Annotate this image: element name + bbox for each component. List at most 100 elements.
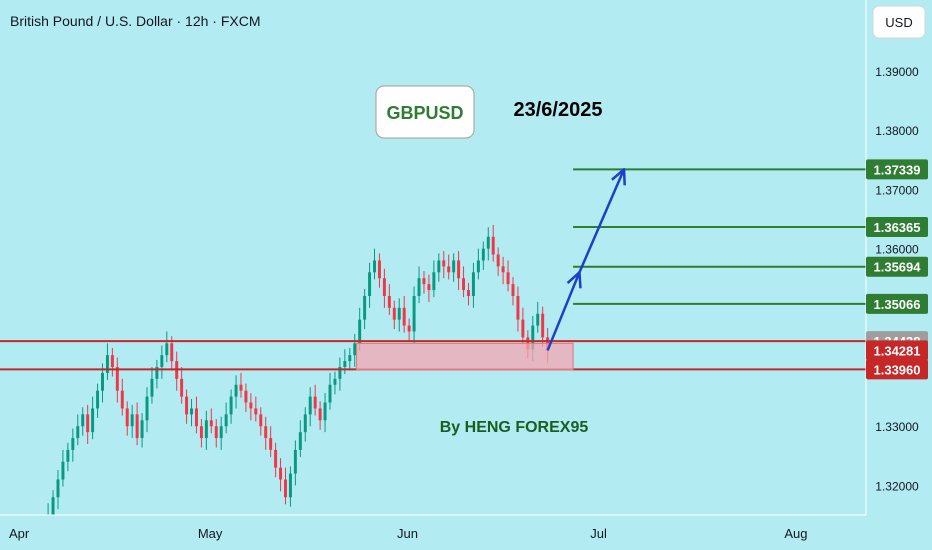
candle: [145, 387, 149, 433]
candle: [462, 266, 466, 298]
candle: [412, 286, 416, 344]
price-badge-box: [866, 340, 928, 361]
candle-body: [71, 438, 75, 450]
candle: [234, 375, 238, 409]
candle: [110, 348, 114, 377]
candle-body: [91, 408, 95, 433]
candle: [293, 440, 297, 486]
price-badge: 1.37339: [866, 159, 928, 180]
candle-body: [155, 367, 159, 379]
candle: [155, 359, 159, 389]
candle-body: [264, 426, 268, 439]
candle-body: [427, 284, 431, 291]
candle-body: [120, 390, 124, 409]
candlestick-series: [36, 224, 550, 550]
price-tick-label: 1.38000: [875, 124, 919, 138]
candle-body: [531, 325, 535, 350]
candle: [204, 410, 208, 450]
candle-body: [115, 367, 119, 391]
candle: [536, 301, 540, 333]
candle-body: [516, 295, 520, 320]
candle-body: [96, 390, 100, 409]
candle-body: [501, 266, 505, 273]
candle-body: [373, 260, 377, 273]
candle-body: [308, 396, 312, 415]
price-badge-box: [866, 217, 928, 238]
symbol-label: GBPUSD: [386, 103, 463, 123]
candle-body: [259, 414, 263, 427]
price-badge-box: [866, 159, 928, 180]
time-tick-label: Aug: [784, 526, 807, 541]
candle: [61, 449, 65, 487]
candle-body: [185, 396, 189, 415]
candle: [467, 282, 470, 306]
time-tick-label: Jul: [590, 526, 607, 541]
candle: [279, 458, 283, 492]
candle: [86, 404, 90, 444]
candle: [160, 345, 164, 379]
candle: [353, 333, 357, 368]
candle: [284, 467, 287, 505]
candle: [269, 426, 273, 457]
candle: [313, 384, 317, 416]
date-label: 23/6/2025: [514, 99, 603, 121]
candle-body: [135, 414, 139, 439]
price-badge-label: 1.37339: [874, 162, 921, 177]
currency-button[interactable]: USD: [885, 15, 912, 30]
candle-body: [229, 396, 233, 415]
chart-title: British Pound / U.S. Dollar · 12h · FXCM: [10, 13, 261, 29]
candle: [516, 286, 520, 332]
candle: [491, 224, 495, 262]
candle: [135, 402, 139, 446]
candle-body: [110, 355, 114, 368]
candle-body: [447, 266, 451, 273]
candle: [368, 262, 372, 308]
candle: [224, 402, 228, 434]
time-axis[interactable]: Apr May Jun Jul Aug: [0, 514, 932, 550]
candle: [264, 416, 268, 450]
candle-body: [422, 278, 426, 285]
candle-body: [254, 408, 258, 415]
candle-body: [476, 260, 480, 273]
time-tick-label: Apr: [9, 526, 30, 541]
candle: [486, 227, 490, 261]
candle: [274, 442, 278, 478]
candle-body: [81, 414, 85, 427]
candle: [249, 393, 253, 421]
candle: [511, 277, 515, 306]
candle: [298, 420, 302, 457]
candle-body: [224, 414, 228, 427]
candle-body: [471, 272, 475, 296]
candle-body: [368, 272, 372, 296]
candle: [140, 413, 144, 448]
candle: [348, 348, 352, 371]
candle: [91, 396, 95, 440]
candle-body: [199, 426, 203, 439]
candle: [81, 407, 85, 436]
candle: [254, 396, 258, 422]
candle: [259, 407, 263, 436]
candle-body: [506, 272, 510, 285]
candle-body: [536, 313, 540, 326]
price-badge-box: [866, 256, 928, 277]
candle: [120, 378, 124, 416]
candle: [392, 300, 396, 330]
candle-body: [194, 408, 198, 427]
price-badge-label: 1.34281: [874, 343, 921, 358]
candle: [363, 288, 367, 330]
candle: [199, 419, 203, 448]
candle-body: [105, 355, 109, 373]
candle: [427, 274, 431, 302]
candle: [229, 389, 233, 424]
candle-body: [293, 449, 297, 474]
candle: [239, 372, 243, 398]
time-axis-ticks: Apr May Jun Jul Aug: [9, 526, 808, 541]
symbol-badge: GBPUSD: [375, 85, 475, 139]
candle-body: [61, 461, 65, 480]
candle-body: [442, 260, 446, 267]
candle: [328, 372, 332, 410]
candle: [471, 262, 475, 308]
candle: [432, 260, 436, 298]
candle-body: [402, 307, 406, 326]
candle-body: [51, 497, 55, 515]
